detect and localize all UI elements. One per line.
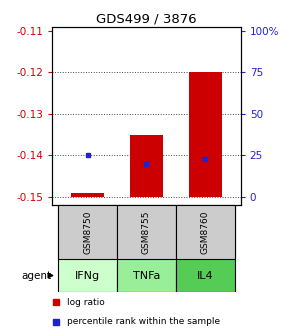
Bar [117,205,176,259]
Bar [58,205,117,259]
Bar [117,259,176,292]
Title: GDS499 / 3876: GDS499 / 3876 [96,13,197,26]
Bar [176,259,235,292]
Text: log ratio: log ratio [67,298,105,306]
Bar [189,73,222,197]
Text: percentile rank within the sample: percentile rank within the sample [67,317,220,326]
Text: TNFa: TNFa [133,270,160,281]
Bar [58,259,117,292]
Text: IL4: IL4 [197,270,214,281]
Text: agent: agent [21,270,51,281]
Bar [176,205,235,259]
Text: GSM8750: GSM8750 [83,210,92,254]
Bar [130,134,163,197]
Bar [71,193,104,197]
Text: GSM8760: GSM8760 [201,210,210,254]
Text: IFNg: IFNg [75,270,100,281]
Text: GSM8755: GSM8755 [142,210,151,254]
